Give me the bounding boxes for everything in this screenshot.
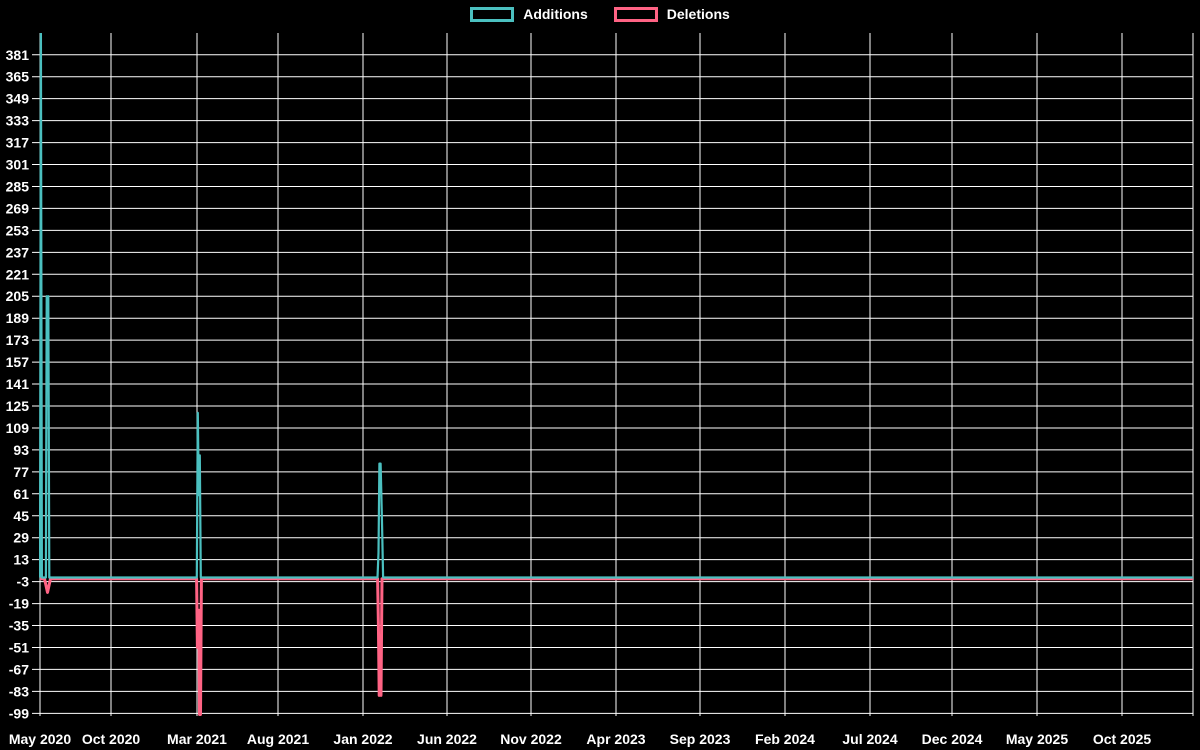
y-tick-label: 269 [6, 200, 30, 216]
x-tick-label: Dec 2024 [922, 731, 983, 747]
y-tick-label: 45 [13, 508, 29, 524]
y-tick-label: 205 [6, 288, 30, 304]
y-tick-label: 29 [13, 530, 29, 546]
y-tick-label: -83 [9, 683, 29, 699]
y-tick-label: 93 [13, 442, 29, 458]
x-tick-label: Sep 2023 [670, 731, 731, 747]
y-tick-label: -3 [17, 574, 30, 590]
y-tick-label: 285 [6, 178, 30, 194]
y-tick-label: 77 [13, 464, 29, 480]
y-tick-label: -51 [9, 639, 29, 655]
y-tick-label: 301 [6, 157, 30, 173]
y-tick-label: -99 [9, 705, 29, 721]
y-tick-label: 189 [6, 310, 30, 326]
legend-label-additions: Additions [523, 6, 588, 22]
y-tick-label: -19 [9, 596, 29, 612]
additions-line [39, 33, 1193, 579]
additions-swatch-icon [470, 6, 515, 22]
y-tick-label: 333 [6, 113, 30, 129]
y-tick-label: -67 [9, 661, 29, 677]
y-tick-label: 221 [6, 266, 30, 282]
x-tick-label: Mar 2021 [167, 731, 227, 747]
y-tick-label: 253 [6, 222, 30, 238]
deletions-swatch-icon [613, 6, 658, 22]
x-tick-label: Aug 2021 [247, 731, 309, 747]
y-tick-label: 173 [6, 332, 30, 348]
x-tick-label: Oct 2025 [1093, 731, 1152, 747]
y-tick-label: 61 [13, 486, 29, 502]
y-tick-label: 109 [6, 420, 30, 436]
series-layer [39, 33, 1193, 716]
y-tick-label: 141 [6, 376, 30, 392]
y-tick-label: 365 [6, 69, 30, 85]
y-tick-label: -35 [9, 618, 29, 634]
legend-item-additions[interactable]: Additions [470, 6, 588, 22]
x-tick-label: May 2025 [1006, 731, 1068, 747]
legend-label-deletions: Deletions [666, 6, 730, 22]
y-tick-label: 381 [6, 47, 30, 63]
y-tick-label: 237 [6, 244, 30, 260]
x-tick-label: Nov 2022 [500, 731, 562, 747]
x-tick-label: Feb 2024 [755, 731, 815, 747]
x-tick-label: May 2020 [9, 731, 71, 747]
y-tick-label: 13 [13, 552, 29, 568]
chart-legend: Additions Deletions [0, 6, 1200, 22]
x-tick-label: Jun 2022 [417, 731, 477, 747]
x-tick-label: Jul 2024 [842, 731, 897, 747]
y-tick-label: 349 [6, 91, 30, 107]
x-tick-label: Oct 2020 [82, 731, 141, 747]
x-tick-label: Jan 2022 [333, 731, 392, 747]
deletions-line [40, 577, 1193, 716]
legend-item-deletions[interactable]: Deletions [613, 6, 730, 22]
y-tick-label: 125 [6, 398, 30, 414]
x-tick-label: Apr 2023 [586, 731, 645, 747]
y-tick-label: 317 [6, 135, 30, 151]
y-tick-label: 157 [6, 354, 30, 370]
